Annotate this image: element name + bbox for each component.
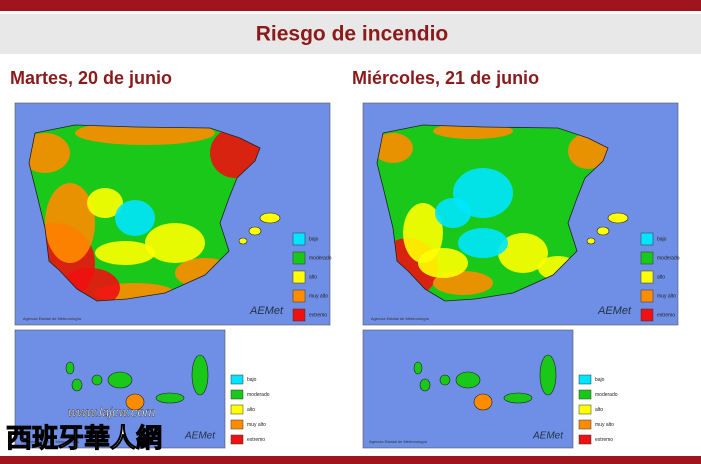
- land: [377, 125, 608, 301]
- legend-swatch: [640, 289, 654, 303]
- legend-label: muy alto: [657, 293, 676, 299]
- logo: AEMet: [597, 305, 632, 317]
- legend-swatch: [578, 419, 592, 430]
- risk-area: [45, 183, 95, 263]
- sea: [14, 329, 226, 449]
- island: [238, 237, 248, 245]
- legend-label: muy alto: [247, 422, 266, 428]
- island: [71, 378, 83, 392]
- island: [596, 226, 610, 236]
- island: [65, 361, 75, 375]
- canary-map: Agencia Estatal de Meteorología AEMet bajo…: [362, 329, 618, 449]
- day-heading: Miércoles, 21 de junio: [352, 68, 539, 88]
- legend-label: moderado: [657, 255, 680, 261]
- island: [259, 212, 281, 224]
- logo: AEMet: [184, 431, 216, 442]
- island: [607, 212, 629, 224]
- legend-label: bajo: [657, 236, 667, 242]
- island: [419, 378, 431, 392]
- legend-swatch: [230, 404, 244, 415]
- canary-map: Agencia Estatal de Meteorología AEMet bajo…: [14, 329, 270, 449]
- island: [503, 392, 533, 404]
- risk-area: [87, 188, 123, 218]
- legend-label: alto: [247, 407, 255, 413]
- island: [439, 374, 451, 386]
- island: [539, 354, 557, 396]
- sea: [362, 329, 574, 449]
- island: [91, 374, 103, 386]
- legend-label: bajo: [309, 236, 319, 242]
- coast: [376, 124, 609, 302]
- top-stripe: [0, 0, 701, 11]
- slide-title: Riesgo de incendio: [256, 23, 449, 46]
- watermark-name: 西班牙華人網: [6, 423, 162, 453]
- legend-label: extremo: [595, 437, 613, 443]
- island: [248, 226, 262, 236]
- legend-label: alto: [309, 274, 317, 280]
- risk-area: [435, 198, 471, 228]
- legend-label: muy alto: [309, 293, 328, 299]
- agency-label: Agencia Estatal de Meteorología: [369, 439, 428, 444]
- agency-label: Agencia Estatal de Meteorología: [21, 439, 80, 444]
- risk-area: [458, 228, 508, 258]
- risk-area: [95, 241, 155, 265]
- coast: [28, 124, 261, 302]
- legend-swatch: [640, 270, 654, 284]
- legend-label: moderado: [309, 255, 332, 261]
- legend-label: alto: [657, 274, 665, 280]
- legend-label: moderado: [595, 392, 618, 398]
- peninsula-map: Agencia Estatal de Meteorología AEMet bajo…: [14, 102, 332, 326]
- legend-label: extremo: [657, 312, 675, 318]
- legend-swatch: [640, 232, 654, 246]
- island: [191, 354, 209, 396]
- day-heading: Martes, 20 de junio: [10, 68, 172, 88]
- risk-area: [145, 223, 205, 263]
- legend-swatch: [230, 389, 244, 400]
- logo: AEMet: [532, 431, 564, 442]
- legend-label: extremo: [247, 437, 265, 443]
- legend-swatch: [292, 232, 306, 246]
- legend-swatch: [230, 419, 244, 430]
- watermark-url: www.lajcw.com: [68, 404, 156, 419]
- legend-swatch: [578, 374, 592, 385]
- legend-swatch: [578, 389, 592, 400]
- legend-swatch: [640, 308, 654, 322]
- legend-swatch: [292, 289, 306, 303]
- legend-swatch: [578, 434, 592, 445]
- island: [107, 371, 133, 389]
- logo: AEMet: [249, 305, 284, 317]
- legend-swatch: [292, 308, 306, 322]
- bottom-stripe: [0, 456, 701, 464]
- legend-swatch: [292, 270, 306, 284]
- island: [155, 392, 185, 404]
- island: [413, 361, 423, 375]
- legend-label: bajo: [595, 377, 605, 383]
- agency-label: Agencia Estatal de Meteorología: [23, 316, 82, 321]
- legend-label: alto: [595, 407, 603, 413]
- risk-area: [418, 248, 468, 278]
- island: [125, 393, 145, 411]
- risk-area: [377, 133, 413, 163]
- risk-area: [498, 233, 548, 273]
- legend-swatch: [230, 374, 244, 385]
- legend-label: muy alto: [595, 422, 614, 428]
- agency-label: Agencia Estatal de Meteorología: [371, 316, 430, 321]
- legend-swatch: [578, 404, 592, 415]
- legend-label: bajo: [247, 377, 257, 383]
- island: [473, 393, 493, 411]
- island: [455, 371, 481, 389]
- risk-area: [115, 200, 155, 236]
- legend-label: moderado: [247, 392, 270, 398]
- peninsula-map: Agencia Estatal de Meteorología AEMet bajo…: [362, 102, 680, 326]
- risk-area: [403, 203, 443, 263]
- legend-label: extremo: [309, 312, 327, 318]
- island: [586, 237, 596, 245]
- legend-swatch: [640, 251, 654, 265]
- legend-swatch: [230, 434, 244, 445]
- title-bar: [0, 14, 701, 54]
- legend-swatch: [292, 251, 306, 265]
